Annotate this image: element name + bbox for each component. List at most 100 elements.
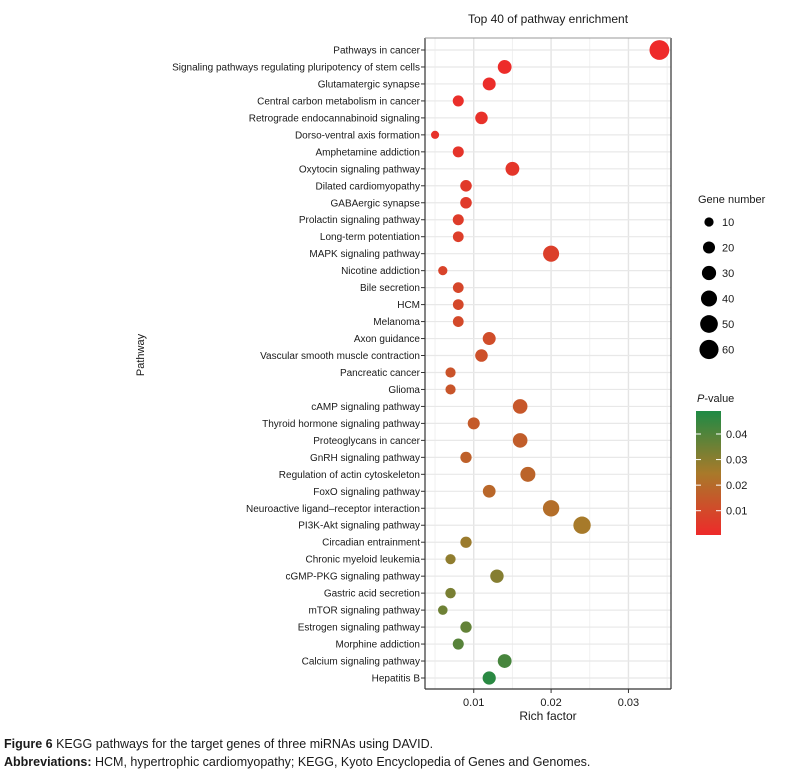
y-tick-label: Vascular smooth muscle contraction — [260, 351, 420, 362]
plot-panel — [425, 38, 671, 689]
data-point — [452, 231, 464, 243]
x-axis-labels: 0.01 0.02 0.03 — [463, 697, 639, 709]
size-legend-key — [699, 339, 719, 360]
y-tick-label: Prolactin signaling pathway — [299, 215, 420, 226]
color-legend-title: P-value — [697, 393, 734, 405]
y-tick-label: Pancreatic cancer — [340, 368, 421, 379]
data-point — [490, 569, 504, 583]
y-tick-label: GABAergic synapse — [331, 198, 421, 209]
points — [430, 40, 670, 685]
data-point — [482, 484, 496, 498]
data-point — [452, 95, 464, 107]
data-point — [573, 516, 591, 534]
y-tick-label: Regulation of actin cytoskeleton — [279, 470, 420, 481]
data-point — [460, 451, 472, 464]
size-legend-key — [704, 217, 714, 227]
y-tick-label: GnRH signaling pathway — [310, 453, 420, 464]
data-point — [445, 587, 456, 599]
y-tick-label: Central carbon metabolism in cancer — [257, 96, 421, 107]
size-legend-key — [700, 315, 718, 333]
data-point — [438, 605, 448, 615]
figure-caption: Figure 6 KEGG pathways for the target ge… — [4, 737, 433, 751]
data-point — [460, 621, 472, 633]
size-legend-label: 40 — [722, 294, 734, 306]
color-legend: P-value 0.04 0.03 0.02 0.01 — [696, 393, 747, 535]
data-point — [438, 266, 448, 276]
y-tick-label: PI3K-Akt signaling pathway — [298, 521, 420, 532]
data-point — [482, 671, 496, 685]
data-point — [452, 214, 464, 226]
color-bar — [696, 411, 721, 535]
y-tick-label: Calcium signaling pathway — [302, 657, 420, 668]
data-point — [475, 349, 488, 362]
size-legend-key — [701, 265, 717, 281]
y-tick-label: Long-term potentiation — [320, 232, 420, 243]
figure-caption-text: KEGG pathways for the target genes of th… — [52, 737, 434, 751]
x-tick-label: 0.02 — [540, 697, 561, 709]
size-legend-label: 30 — [722, 268, 734, 280]
data-point — [430, 130, 440, 139]
y-tick-label: Thyroid hormone signaling pathway — [262, 419, 420, 430]
y-tick-label: Dilated cardiomyopathy — [316, 181, 421, 192]
data-point — [467, 417, 480, 430]
data-point — [542, 500, 560, 517]
y-axis-title: Pathway — [135, 333, 147, 376]
data-point — [512, 433, 528, 448]
y-tick-label: Dorso-ventral axis formation — [295, 130, 420, 141]
size-legend-label: 60 — [722, 345, 734, 357]
y-tick-label: Nicotine addiction — [341, 266, 420, 277]
y-tick-label: Melanoma — [373, 317, 420, 328]
data-point — [452, 638, 464, 650]
size-legend-label: 10 — [722, 217, 734, 229]
data-point — [452, 299, 464, 310]
y-tick-label: Morphine addiction — [336, 640, 421, 651]
size-legend-label: 50 — [722, 319, 734, 331]
y-tick-label: Chronic myeloid leukemia — [306, 555, 421, 566]
data-point — [452, 316, 464, 327]
y-tick-label: Glutamatergic synapse — [318, 79, 421, 90]
y-tick-label: Neuroactive ligand–receptor interaction — [246, 504, 420, 515]
data-point — [497, 654, 512, 668]
size-legend: Gene number 10 20 30 40 50 60 — [698, 194, 766, 360]
y-tick-label: Signaling pathways regulating pluripoten… — [172, 62, 420, 73]
data-point — [649, 40, 670, 60]
y-tick-label: Retrograde endocannabinoid signaling — [249, 113, 420, 124]
data-point — [445, 384, 456, 395]
y-tick-label: cAMP signaling pathway — [311, 402, 420, 413]
data-point — [520, 466, 536, 482]
data-point — [445, 554, 456, 565]
size-legend-label: 20 — [722, 243, 734, 255]
size-legend-title: Gene number — [698, 194, 766, 206]
y-tick-label: Circadian entrainment — [322, 538, 420, 549]
y-tick-label: Oxytocin signaling pathway — [299, 164, 420, 175]
data-point — [505, 161, 520, 176]
axes — [421, 37, 672, 693]
size-legend-key — [700, 290, 718, 307]
color-bar-label: 0.02 — [726, 480, 747, 492]
color-bar-label: 0.03 — [726, 455, 747, 467]
grid — [425, 38, 671, 689]
data-point — [460, 180, 472, 192]
x-tick-label: 0.01 — [463, 697, 484, 709]
y-tick-label: Axon guidance — [354, 334, 421, 345]
y-axis-labels: Pathways in cancer Signaling pathways reg… — [172, 46, 421, 685]
y-tick-label: Amphetamine addiction — [315, 147, 420, 158]
data-point — [512, 399, 528, 414]
x-tick-label: 0.03 — [618, 697, 639, 709]
y-tick-label: cGMP-PKG signaling pathway — [285, 572, 420, 583]
abbreviations-label: Abbreviations: — [4, 755, 92, 769]
abbreviations-caption: Abbreviations: HCM, hypertrophic cardiom… — [4, 755, 590, 769]
pathway-enrichment-chart: Top 40 of pathway enrichment Pathways in… — [135, 12, 766, 723]
data-point — [475, 111, 488, 125]
abbreviations-text: HCM, hypertrophic cardiomyopathy; KEGG, … — [91, 755, 591, 769]
data-point — [452, 282, 464, 294]
y-tick-label: Gastric acid secretion — [324, 589, 420, 600]
data-point — [452, 146, 464, 158]
y-tick-label: Proteoglycans in cancer — [313, 436, 420, 447]
y-tick-label: mTOR signaling pathway — [308, 606, 420, 617]
y-tick-label: FoxO signaling pathway — [313, 487, 420, 498]
data-point — [445, 367, 456, 378]
y-tick-label: Bile secretion — [360, 283, 420, 294]
y-tick-label: Hepatitis B — [372, 674, 421, 685]
data-point — [460, 536, 472, 548]
